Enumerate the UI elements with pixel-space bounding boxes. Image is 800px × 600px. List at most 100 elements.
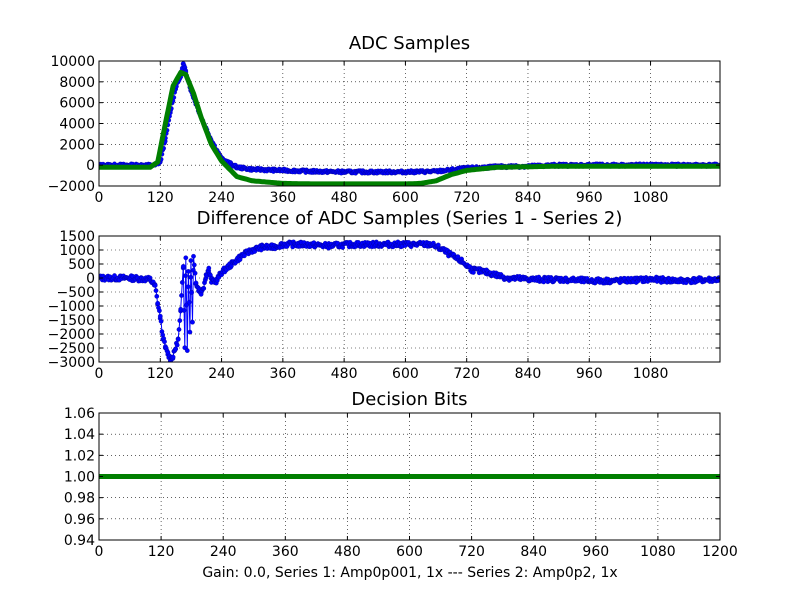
plot-area xyxy=(99,239,720,362)
y-tick-label: 6000 xyxy=(59,96,95,112)
data-point xyxy=(175,337,181,342)
x-tick-label: 120 xyxy=(148,544,175,560)
x-tick-label: 840 xyxy=(515,366,542,382)
x-tick-label: 600 xyxy=(396,544,423,560)
y-tick-label: −1000 xyxy=(48,299,95,315)
data-point xyxy=(179,280,185,285)
data-point xyxy=(190,319,195,325)
data-point xyxy=(176,327,182,332)
data-point xyxy=(183,273,188,279)
y-tick-label: 1000 xyxy=(59,243,95,259)
x-tick-label: 960 xyxy=(582,544,609,560)
x-tick-label: 480 xyxy=(334,544,361,560)
data-point xyxy=(185,284,191,290)
x-tick-label: 240 xyxy=(210,544,237,560)
data-point xyxy=(179,293,184,298)
x-tick-label: 1080 xyxy=(640,544,676,560)
x-tick-label: 0 xyxy=(95,190,104,206)
y-tick-label: 500 xyxy=(68,257,95,273)
data-point xyxy=(541,279,547,285)
x-tick-label: 1200 xyxy=(702,544,738,560)
data-point xyxy=(155,300,161,306)
y-tick-label: 0 xyxy=(86,158,95,174)
x-tick-label: 240 xyxy=(208,366,235,382)
data-point xyxy=(154,293,160,299)
y-tick-label: −2000 xyxy=(48,327,95,343)
panel-difference: 0 120 240 360 480 600 720 840 960 1080−3000−2500−… xyxy=(48,208,721,382)
y-tick-label: 0 xyxy=(86,271,95,287)
data-point xyxy=(191,262,197,268)
x-tick-label: 720 xyxy=(453,366,480,382)
data-point xyxy=(183,255,189,261)
panel-decision-bits: 0 120 240 360 480 600 720 840 960 1080 1200 0.94 0.9… xyxy=(64,389,738,560)
y-tick-label: 4000 xyxy=(59,117,95,133)
data-point xyxy=(157,308,162,314)
x-tick-label: 720 xyxy=(458,544,485,560)
x-tick-label: 960 xyxy=(576,190,603,206)
x-tick-label: 240 xyxy=(208,190,235,206)
data-point xyxy=(186,269,191,274)
y-tick-label: 1500 xyxy=(59,229,95,245)
series-line-series-2 xyxy=(99,70,720,186)
data-point xyxy=(201,286,207,291)
data-point xyxy=(188,274,194,280)
y-tick-label: 8000 xyxy=(59,75,95,91)
x-tick-label: 720 xyxy=(453,190,480,206)
data-point xyxy=(152,283,158,288)
data-point xyxy=(189,290,195,295)
data-point xyxy=(191,253,196,259)
data-point xyxy=(177,318,183,323)
y-tick-label: −3000 xyxy=(48,355,95,371)
x-tick-label: 1080 xyxy=(633,190,669,206)
plot-area xyxy=(99,61,720,186)
x-tick-label: 840 xyxy=(520,544,547,560)
x-tick-label: 120 xyxy=(147,366,174,382)
x-tick-label: 600 xyxy=(392,366,419,382)
data-point xyxy=(174,342,180,348)
data-point xyxy=(158,318,164,324)
data-point xyxy=(206,265,212,271)
x-tick-label: 840 xyxy=(515,190,542,206)
data-point xyxy=(187,329,193,335)
axes-frame xyxy=(98,235,721,363)
data-point xyxy=(471,270,476,275)
x-tick-label: 1080 xyxy=(633,366,669,382)
data-point xyxy=(157,313,163,319)
y-tick-label: 1.06 xyxy=(64,406,95,422)
x-tick-label: 0 xyxy=(95,366,104,382)
x-tick-label: 120 xyxy=(147,190,174,206)
chart-title: ADC Samples xyxy=(349,33,470,54)
panel-adc-samples: 0 120 240 360 480 600 720 840 960 1080−2000020004… xyxy=(48,33,721,206)
x-tick-label: 600 xyxy=(392,190,419,206)
x-tick-label: 360 xyxy=(272,544,299,560)
y-tick-label: −500 xyxy=(57,285,95,301)
x-tick-label: 360 xyxy=(269,366,296,382)
y-tick-label: −1500 xyxy=(48,313,95,329)
y-tick-label: 0.96 xyxy=(64,512,95,528)
data-point xyxy=(186,299,192,305)
data-point xyxy=(192,270,198,276)
y-tick-label: 1.04 xyxy=(64,427,95,443)
chart-title: Decision Bits xyxy=(351,389,467,410)
x-tick-label: 360 xyxy=(269,190,296,206)
y-tick-label: 1.00 xyxy=(64,470,95,486)
data-point xyxy=(181,308,187,313)
data-point xyxy=(180,264,186,269)
chart-title: Difference of ADC Samples (Series 1 - Se… xyxy=(197,208,623,229)
data-point xyxy=(153,288,159,293)
x-tick-label: 480 xyxy=(331,366,358,382)
y-tick-label: −2500 xyxy=(48,341,95,357)
x-tick-label: 480 xyxy=(331,190,358,206)
data-point xyxy=(170,354,176,360)
x-tick-label: 960 xyxy=(576,366,603,382)
y-tick-label: 0.98 xyxy=(64,491,95,507)
data-point xyxy=(184,348,190,353)
data-point xyxy=(173,346,178,352)
y-tick-label: 0.94 xyxy=(64,533,95,549)
y-tick-label: 1.02 xyxy=(64,448,95,464)
data-point xyxy=(112,273,117,278)
x-tick-label: 0 xyxy=(95,544,104,560)
y-tick-label: 10000 xyxy=(50,54,95,70)
data-point xyxy=(162,339,167,345)
